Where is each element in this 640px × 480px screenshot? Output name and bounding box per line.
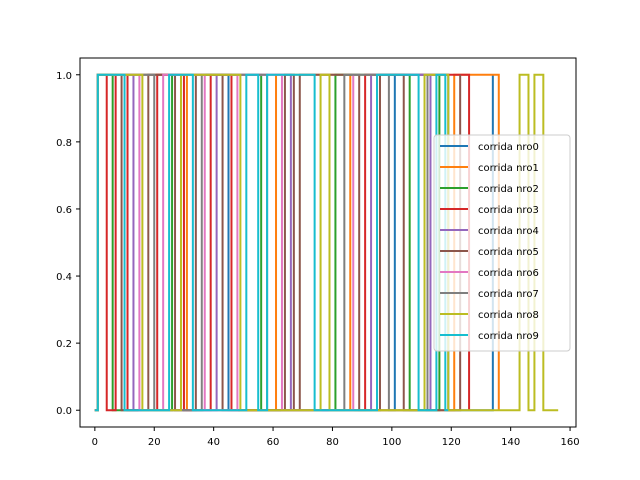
y-tick-label: 0.4 [56,272,72,283]
x-tick-label: 40 [207,437,220,448]
series-line-9 [94,73,449,412]
x-tick-label: 20 [148,437,161,448]
legend-label-7: corrida nro7 [478,289,539,300]
plot-frame [79,57,577,428]
legend-label-0: corrida nro0 [478,142,539,153]
x-tick-label: 80 [326,437,339,448]
legend-label-1: corrida nro1 [478,163,539,174]
y-tick-label: 0.8 [56,138,72,149]
x-tick-label: 0 [92,437,98,448]
legend-label-9: corrida nro9 [478,331,539,342]
y-axis: 0.0 0.2 0.4 0.6 0.8 1.0 [56,71,80,417]
legend-label-4: corrida nro4 [478,226,539,237]
x-tick-label: 120 [442,437,461,448]
x-axis: 0 20 40 60 80 100 120 140 160 [92,427,580,448]
y-tick-label: 0.6 [56,205,72,216]
legend-label-6: corrida nro6 [478,268,539,279]
y-tick-label: 0.2 [56,339,72,350]
legend-label-2: corrida nro2 [478,184,539,195]
legend-label-3: corrida nro3 [478,205,539,216]
x-tick-label: 100 [382,437,401,448]
x-tick-label: 140 [501,437,520,448]
y-tick-label: 0.0 [56,406,72,417]
legend: corrida nro0 corrida nro1 corrida nro2 corr… [433,134,571,352]
x-tick-label: 60 [267,437,280,448]
y-tick-label: 1.0 [56,71,72,82]
x-tick-label: 160 [561,437,580,448]
legend-label-5: corrida nro5 [478,247,539,258]
plot-lines [94,73,559,412]
legend-label-8: corrida nro8 [478,310,539,321]
